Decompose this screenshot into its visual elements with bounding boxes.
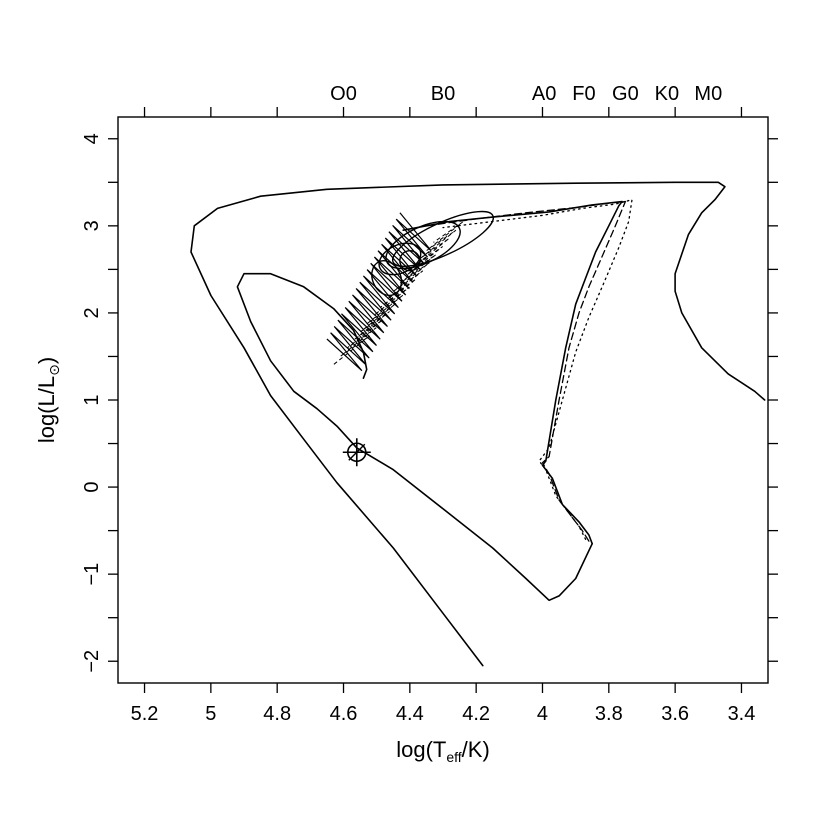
y-axis-left: −2 −1 0 1 2 3 4 [81,133,118,673]
spectral-type-label: O0 [330,83,357,105]
x-axis-top: O0 B0 A0 F0 G0 K0 M0 [143,83,743,117]
plot-frame [117,116,769,684]
x-tick-label: 4.4 [396,703,424,725]
x-tick-label: 3.8 [595,703,623,725]
spectral-type-label: F0 [572,83,595,105]
loop-2 [391,210,495,268]
x-axis-bottom: 5.2 5 4.8 4.6 4.4 4.2 4 3.8 3.6 3.4 [131,683,756,725]
spectral-type-label: B0 [431,83,455,105]
x-tick-label: 4.6 [330,703,358,725]
x-tick-label: 4.2 [462,703,490,725]
spectral-type-label: A0 [532,83,556,105]
sun-marker-diag [348,443,366,461]
spectral-type-label: K0 [655,83,679,105]
spectral-type-label: M0 [694,83,722,105]
y-tick-label: 2 [81,307,103,318]
blue-loop-oscillations [326,210,495,372]
track-solid-0 [190,181,766,667]
x-tick-label: 5 [205,703,216,725]
x-tick-label: 4.8 [263,703,291,725]
track-dashed-3 [425,200,627,542]
sun-marker [342,438,371,467]
spectral-type-label: G0 [612,83,639,105]
x-axis-title: log(Teff/K) [396,737,490,765]
x-tick-label: 4 [537,703,548,725]
y-tick-label: 3 [81,220,103,231]
y-tick-label: −1 [81,563,103,586]
x-tick-label: 3.4 [728,703,756,725]
x-tick-label: 3.6 [661,703,689,725]
track-solid-2 [402,200,623,545]
y-tick-label: 4 [81,133,103,144]
track-dotted-4 [442,199,633,540]
y-axis-title: log(L/L⊙) [34,357,62,443]
oscillation-zigzag [326,212,432,372]
y-tick-label: 1 [81,394,103,405]
x-tick-label: 5.2 [131,703,159,725]
evolutionary-tracks [190,181,766,667]
y-axis-right [768,138,778,662]
y-tick-label: 0 [81,482,103,493]
track-solid-1 [236,272,593,602]
y-tick-label: −2 [81,650,103,673]
